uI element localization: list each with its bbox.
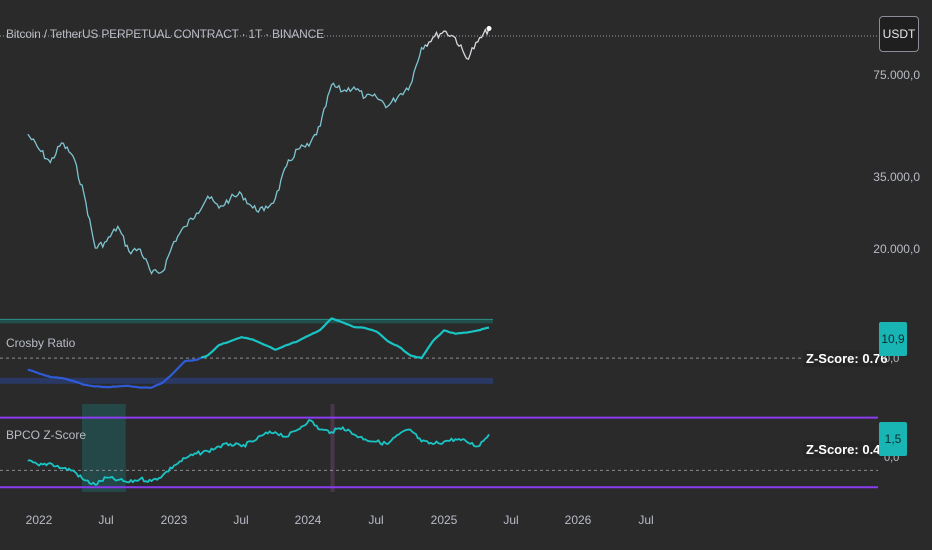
chart-title: Bitcoin / TetherUS PERPETUAL CONTRACT · …: [6, 27, 324, 41]
time-axis-label: 2026: [564, 513, 592, 527]
price-pane: [0, 25, 878, 276]
crosby-upper-band: [0, 319, 493, 324]
price-axis-label: 20.000,0: [873, 242, 920, 256]
crosby-zscore-text: Z-Score: 0.76: [803, 350, 891, 367]
crosby-badge-sub: 0,0: [884, 353, 900, 365]
crosby-ratio-line: [200, 317, 490, 360]
time-axis-label: 2023: [160, 513, 188, 527]
bpco-zscore-text: Z-Score: 0.43: [803, 441, 891, 458]
bpco-zscore-pane: [0, 404, 878, 492]
time-axis-label: Jul: [503, 513, 519, 527]
time-axis-label: Jul: [368, 513, 384, 527]
crosby-lower-band: [0, 377, 493, 384]
bpco-zscore-line: [27, 419, 490, 486]
price-series-line-recent: [424, 27, 490, 61]
time-axis-label: Jul: [233, 513, 249, 527]
crosby-ratio-line: [27, 356, 202, 389]
bpco-highlight-bar: [330, 404, 335, 492]
currency-button[interactable]: USDT: [879, 16, 919, 52]
time-axis-label: 2022: [25, 513, 53, 527]
time-axis-label: Jul: [638, 513, 654, 527]
price-series-line: [27, 44, 426, 276]
bpco-zscore-label: BPCO Z-Score: [6, 428, 87, 442]
crosby-value-badge: 10,9: [879, 322, 907, 356]
price-axis-label: 75.000,0: [873, 68, 920, 82]
price-last-point: [486, 25, 492, 31]
bpco-value-badge: 1,5: [879, 422, 907, 456]
crosby-ratio-label: Crosby Ratio: [6, 336, 76, 350]
time-axis-label: Jul: [98, 513, 114, 527]
time-axis-label: 2025: [430, 513, 458, 527]
crosby-ratio-pane: [0, 317, 878, 389]
time-axis-label: 2024: [294, 513, 322, 527]
price-axis-label: 35.000,0: [873, 170, 920, 184]
